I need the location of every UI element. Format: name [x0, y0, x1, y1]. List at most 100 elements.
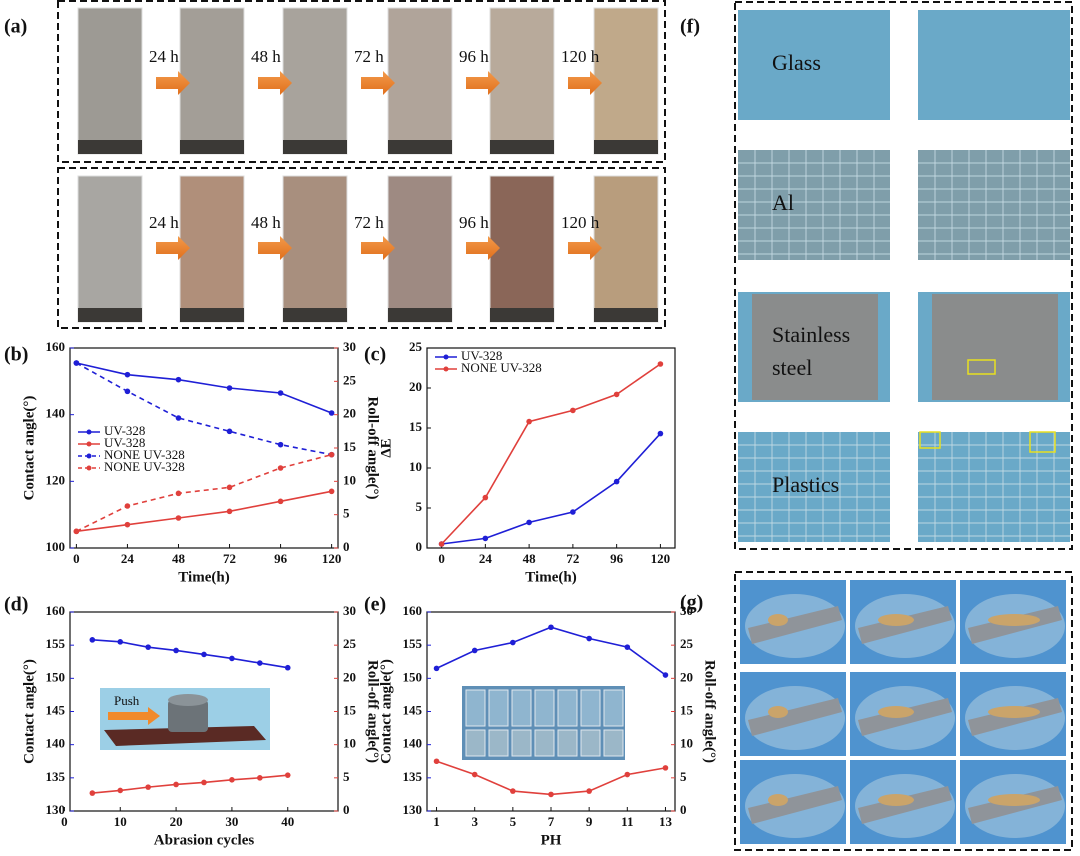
data-point — [471, 647, 478, 654]
panel-g-box — [734, 571, 1073, 851]
time-label: 120 h — [561, 47, 600, 66]
sample-photo — [489, 7, 555, 155]
y2-tick-label: 25 — [680, 636, 694, 651]
data-point — [586, 788, 592, 794]
inset-drop — [580, 689, 601, 727]
data-point — [226, 508, 233, 515]
data-point — [624, 644, 631, 650]
data-point — [257, 775, 263, 781]
panel-label: (c) — [364, 344, 386, 366]
data-point — [173, 647, 179, 654]
y2-axis-label: Roll-off angle(°) — [365, 660, 381, 763]
substrate-photo — [918, 432, 1070, 542]
push-arrow — [108, 707, 160, 725]
dirt — [768, 706, 788, 718]
dirt — [878, 794, 914, 806]
data-point — [438, 541, 445, 547]
sample-holder — [180, 140, 244, 154]
highlight-box — [1029, 431, 1056, 453]
sample-holder — [78, 140, 142, 154]
series-line — [92, 774, 288, 794]
data-point — [117, 639, 124, 645]
data-point — [548, 791, 554, 798]
legend-marker — [86, 429, 92, 435]
time-label: 48 h — [251, 47, 281, 66]
y2-tick-label: 25 — [343, 372, 357, 387]
series-line — [441, 433, 662, 545]
inset-drop — [534, 689, 555, 727]
legend-label: UV-328 — [461, 348, 502, 363]
x-tick-label: 96 — [610, 551, 624, 566]
data-point — [145, 644, 151, 650]
x-tick-label: 7 — [548, 814, 555, 829]
y2-tick-label: 5 — [680, 769, 687, 784]
inset-drop — [488, 689, 509, 727]
data-point — [510, 639, 516, 646]
data-point — [124, 388, 131, 395]
arrow — [156, 71, 190, 95]
legend-marker — [86, 441, 92, 447]
y-axis-label: ΔE — [378, 438, 394, 457]
y2-tick-label: 30 — [680, 603, 693, 618]
y-tick-label: 160 — [46, 339, 66, 354]
x-tick-label: 11 — [621, 814, 633, 829]
x-tick-label: 48 — [172, 551, 186, 566]
data-point — [657, 361, 664, 367]
y-axis-label: Contact angle(°) — [21, 396, 37, 501]
dirt — [988, 794, 1040, 806]
x-tick-label: 0 — [438, 551, 445, 566]
y-tick-label: 0 — [416, 539, 423, 554]
inset-weight — [168, 700, 208, 732]
x-tick-label: 9 — [586, 814, 593, 829]
sample-photo — [77, 175, 143, 323]
substrate-photo — [918, 150, 1070, 260]
time-label: 48 h — [251, 213, 281, 232]
series-line — [436, 760, 666, 796]
sample-holder — [388, 308, 452, 322]
x-tick-label: 96 — [274, 551, 288, 566]
data-point — [433, 758, 440, 765]
data-point — [175, 490, 182, 497]
sample-photo — [489, 175, 555, 323]
x-tick-label: 120 — [651, 551, 671, 566]
sample-holder — [490, 308, 554, 322]
sample-holder — [283, 140, 347, 154]
data-point — [482, 535, 489, 542]
dirt — [878, 614, 914, 626]
data-point — [613, 478, 620, 485]
steel-plate — [932, 294, 1058, 400]
x-tick-label: 0 — [61, 814, 68, 829]
time-label: 24 h — [149, 213, 179, 232]
data-point — [471, 771, 478, 778]
sample-photo — [387, 7, 453, 155]
legend-label: NONE UV-328 — [104, 447, 185, 462]
inset-drop — [534, 729, 555, 757]
highlight-box — [919, 431, 941, 449]
data-point — [201, 651, 207, 658]
x-tick-label: 20 — [170, 814, 183, 829]
x-axis-label: Abrasion cycles — [154, 832, 255, 848]
arrow — [258, 71, 292, 95]
substrate-photo — [738, 10, 890, 120]
inset-drop — [465, 729, 486, 757]
data-point — [73, 528, 80, 535]
data-point — [657, 430, 664, 437]
arrow — [568, 236, 602, 260]
y2-axis-label: Roll-off angle(°) — [365, 396, 381, 499]
data-point — [89, 637, 96, 643]
y-tick-label: 130 — [46, 802, 66, 817]
inset-slab — [104, 726, 266, 746]
slide — [748, 606, 842, 644]
y-axis-label: Contact angle(°) — [21, 659, 37, 764]
legend-label: NONE UV-328 — [104, 459, 185, 474]
sample-photo — [77, 7, 143, 155]
x-tick-label: 10 — [114, 814, 127, 829]
y-tick-label: 25 — [409, 339, 423, 354]
y-tick-label: 5 — [416, 499, 423, 514]
y-tick-label: 145 — [403, 702, 423, 717]
y-tick-label: 120 — [46, 472, 66, 487]
legend-marker — [443, 366, 449, 372]
y-tick-label: 20 — [409, 379, 422, 394]
inset-drop — [580, 729, 601, 757]
